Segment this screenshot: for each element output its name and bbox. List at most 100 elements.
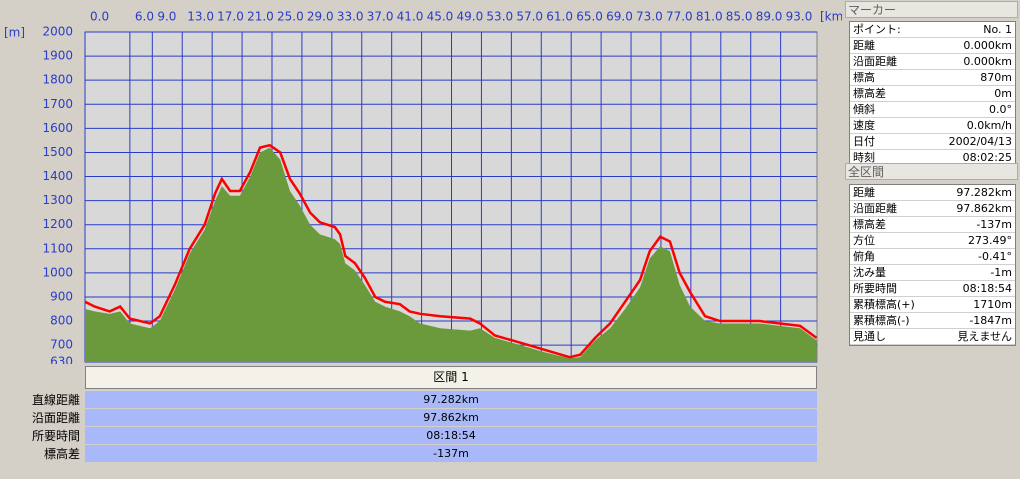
row-value: 97.282km xyxy=(85,391,817,408)
field-value: 0m xyxy=(994,87,1012,100)
field-value: 0.000km xyxy=(963,55,1012,68)
x-tick-label: 33.0 xyxy=(337,10,364,24)
panel-row: 沿面距離 0.000km xyxy=(850,54,1015,70)
x-tick-label: 77.0 xyxy=(666,10,693,24)
y-tick-label: 1400 xyxy=(42,169,73,183)
x-tick-label: 93.0 xyxy=(786,10,813,24)
y-tick-label: 1900 xyxy=(42,49,73,63)
field-label: 俯角 xyxy=(853,250,875,263)
x-tick-label: 61.0 xyxy=(546,10,573,24)
field-label: 標高 xyxy=(853,71,875,84)
panel-row: 速度 0.0km/h xyxy=(850,118,1015,134)
row-value: -137m xyxy=(85,445,817,462)
x-tick-label: 89.0 xyxy=(756,10,783,24)
y-tick-label: 1000 xyxy=(42,265,73,279)
panel-row: 日付 2002/04/13 xyxy=(850,134,1015,150)
field-value: 97.862km xyxy=(956,202,1012,215)
field-value: -0.41° xyxy=(978,250,1012,263)
panel-row: 標高差 0m xyxy=(850,86,1015,102)
panel-row: 傾斜 0.0° xyxy=(850,102,1015,118)
panel-row: 俯角 -0.41° xyxy=(850,249,1015,265)
y-tick-label: 900 xyxy=(50,289,73,303)
field-label: 日付 xyxy=(853,135,875,148)
y-tick-label: 1700 xyxy=(42,97,73,111)
row-value: 08:18:54 xyxy=(85,427,817,444)
field-value: 見えません xyxy=(957,330,1012,343)
field-label: 距離 xyxy=(853,186,875,199)
field-label: 累積標高(-) xyxy=(853,314,910,327)
field-label: 標高差 xyxy=(853,87,886,100)
panel-row: 方位 273.49° xyxy=(850,233,1015,249)
field-value: No. 1 xyxy=(983,23,1012,36)
x-tick-label: 25.0 xyxy=(277,10,304,24)
field-value: 0.0km/h xyxy=(966,119,1012,132)
x-tick-label: 49.0 xyxy=(457,10,484,24)
field-label: 距離 xyxy=(853,39,875,52)
x-tick-label: 13.0 xyxy=(187,10,214,24)
panel-row: 所要時間 08:18:54 xyxy=(850,281,1015,297)
x-tick-label: 65.0 xyxy=(576,10,603,24)
field-label: 所要時間 xyxy=(853,282,897,295)
panel-row: 沈み量 -1m xyxy=(850,265,1015,281)
row-value: 97.862km xyxy=(85,409,817,426)
panel-row: 沿面距離 97.862km xyxy=(850,201,1015,217)
field-label: 傾斜 xyxy=(853,103,875,116)
y-tick-label: 700 xyxy=(50,338,73,352)
panel-row: 標高 870m xyxy=(850,70,1015,86)
field-label: 時刻 xyxy=(853,151,875,164)
panel-row: 見通し 見えません xyxy=(850,329,1015,345)
field-label: 沿面距離 xyxy=(853,202,897,215)
field-label: 累積標高(+) xyxy=(853,298,915,311)
x-tick-label: 53.0 xyxy=(486,10,513,24)
marker-panel-title: マーカー xyxy=(845,1,1018,18)
field-label: ポイント: xyxy=(853,23,901,36)
x-tick-label: 9.0 xyxy=(157,10,176,24)
marker-panel: ポイント: No. 1 距離 0.000km 沿面距離 0.000km 標高 870m 標高差 0… xyxy=(849,21,1016,167)
segment-header: 区間 1 xyxy=(85,366,817,389)
field-label: 沿面距離 xyxy=(853,55,897,68)
field-label: 方位 xyxy=(853,234,875,247)
x-tick-label: 17.0 xyxy=(217,10,244,24)
field-label: 速度 xyxy=(853,119,875,132)
panel-row: 距離 97.282km xyxy=(850,185,1015,201)
elevation-chart: [m] [km] 630 700 800 900 1000 1100 1200 1300 140… xyxy=(4,10,842,365)
x-tick-label: 6.0 xyxy=(135,10,154,24)
x-tick-label: 57.0 xyxy=(516,10,543,24)
total-panel-title: 全区間 xyxy=(845,163,1018,180)
x-tick-label: 41.0 xyxy=(397,10,424,24)
terrain-area xyxy=(85,147,817,362)
y-tick-label: 1500 xyxy=(42,145,73,159)
panel-row: ポイント: No. 1 xyxy=(850,22,1015,38)
row-label: 直線距離 xyxy=(31,393,80,407)
field-label: 沈み量 xyxy=(853,266,886,279)
field-value: 0.000km xyxy=(963,39,1012,52)
total-panel: 距離 97.282km 沿面距離 97.862km 標高差 -137m 方位 273.49° 俯… xyxy=(849,184,1016,346)
y-tick-label: 2000 xyxy=(42,25,73,39)
field-value: 08:18:54 xyxy=(962,282,1012,295)
y-tick-label: 1800 xyxy=(42,73,73,87)
x-tick-label: 45.0 xyxy=(427,10,454,24)
field-value: 97.282km xyxy=(956,186,1012,199)
y-tick-label: 1600 xyxy=(42,121,73,135)
y-tick-label: 1300 xyxy=(42,193,73,207)
x-tick-label: 29.0 xyxy=(307,10,334,24)
x-tick-label: 85.0 xyxy=(726,10,753,24)
field-value: -1m xyxy=(990,266,1012,279)
field-value: 870m xyxy=(980,71,1012,84)
x-tick-label: 0.0 xyxy=(90,10,109,24)
field-value: -137m xyxy=(976,218,1012,231)
x-axis-unit: [km] xyxy=(820,10,842,24)
row-label: 標高差 xyxy=(43,447,80,461)
row-label: 沿面距離 xyxy=(31,411,80,425)
field-value: 1710m xyxy=(973,298,1012,311)
field-value: -1847m xyxy=(969,314,1012,327)
y-axis-unit: [m] xyxy=(4,26,25,40)
field-value: 0.0° xyxy=(989,103,1012,116)
panel-row: 標高差 -137m xyxy=(850,217,1015,233)
track-line xyxy=(84,143,818,359)
x-tick-label: 73.0 xyxy=(636,10,663,24)
x-tick-label: 21.0 xyxy=(247,10,274,24)
panel-row: 累積標高(-) -1847m xyxy=(850,313,1015,329)
field-label: 見通し xyxy=(853,330,886,343)
field-value: 08:02:25 xyxy=(962,151,1012,164)
